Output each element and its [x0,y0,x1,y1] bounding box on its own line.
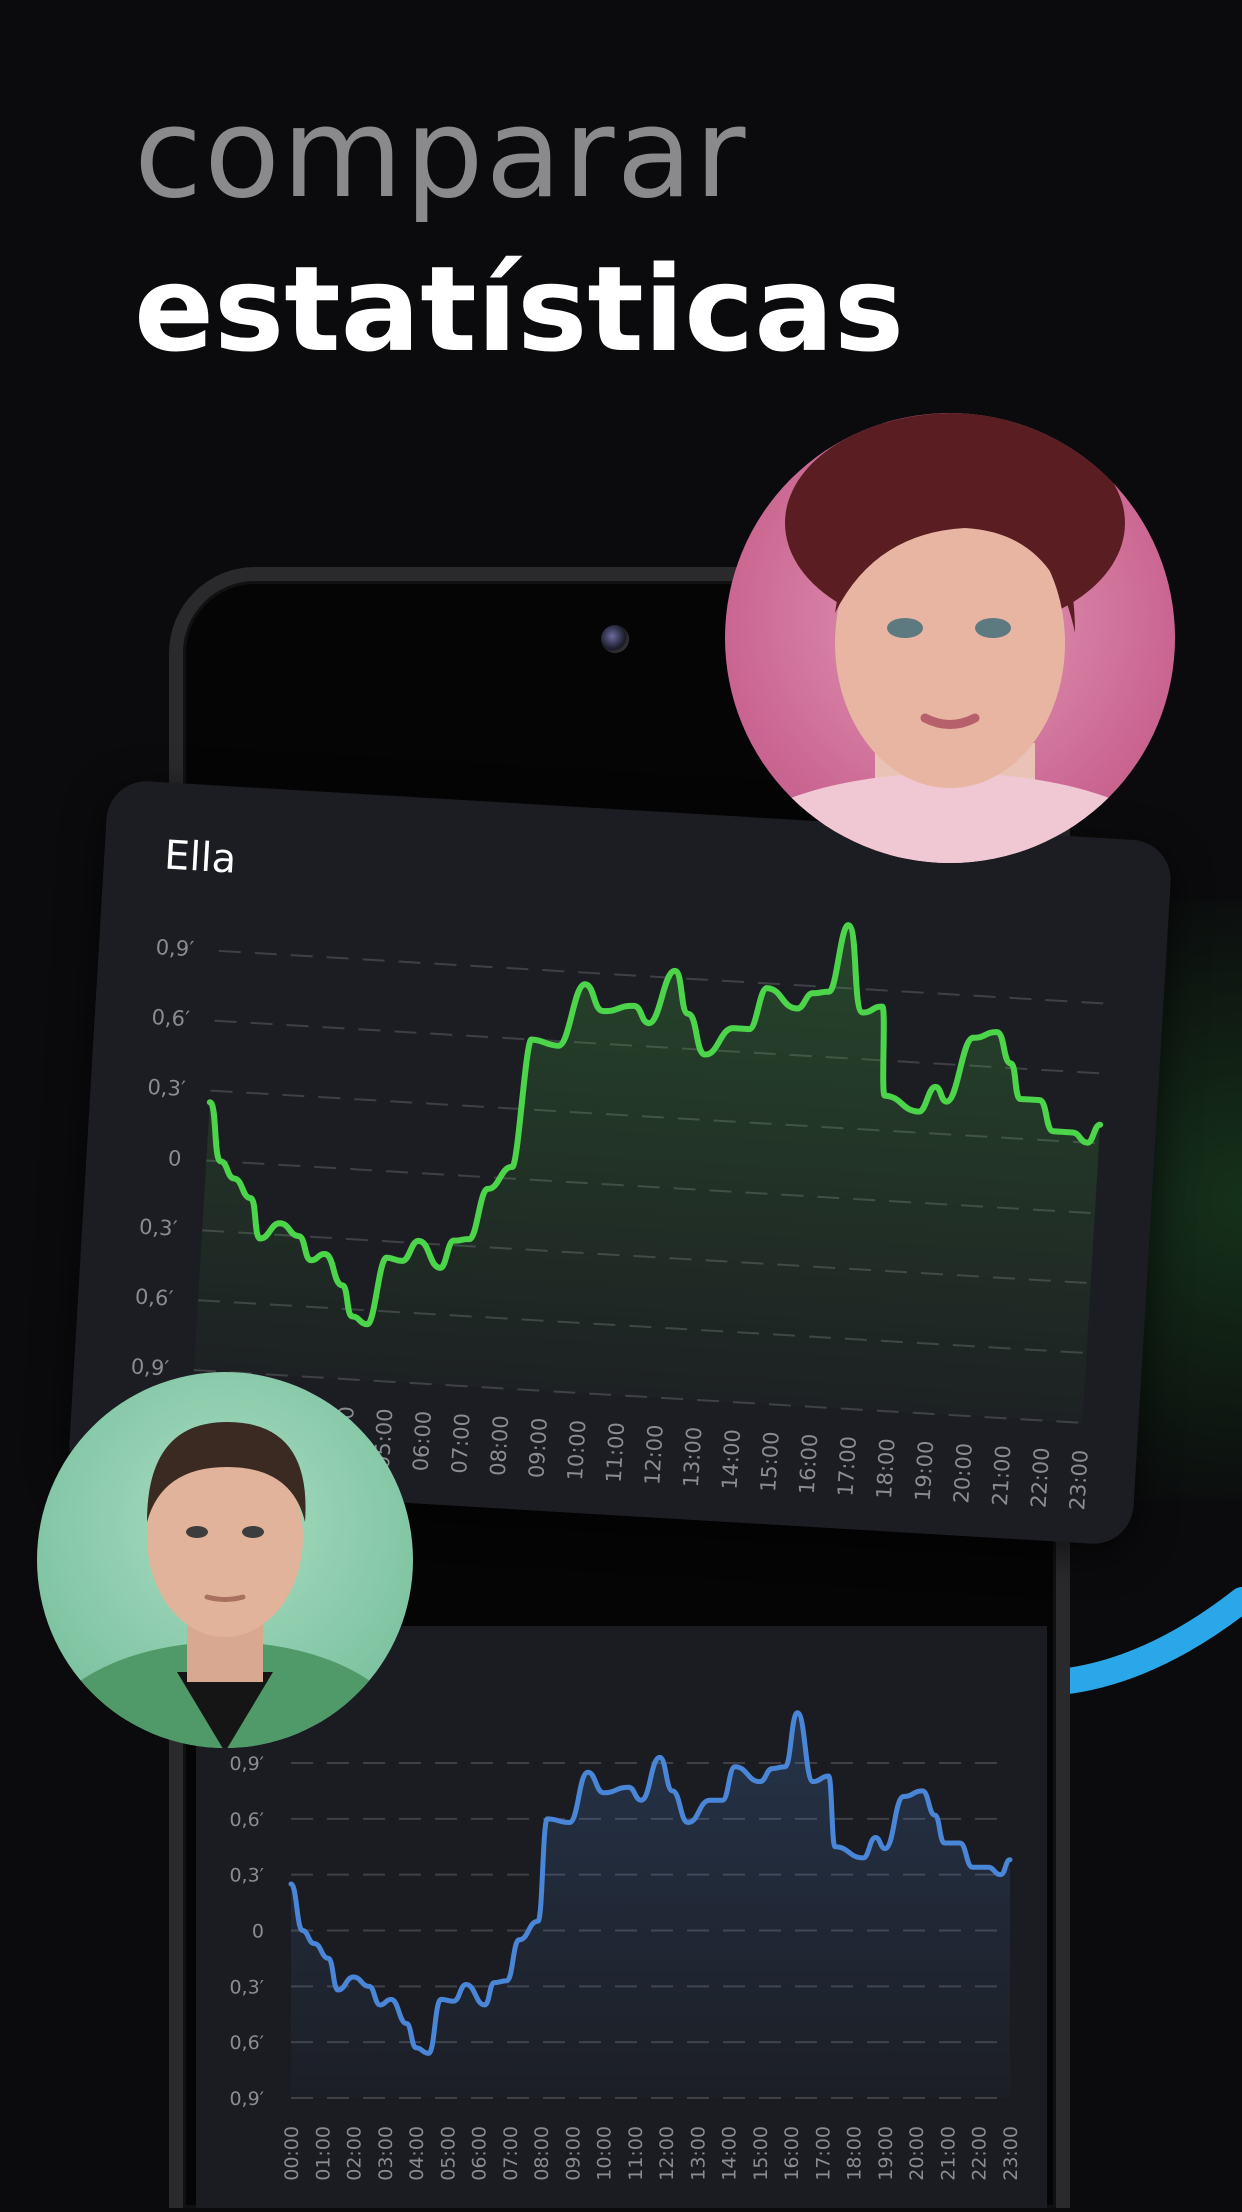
x-tick-label: 20:00 [949,1442,977,1504]
x-tick-label: 16:00 [781,2126,803,2181]
series-area [194,888,1111,1423]
x-tick-label: 14:00 [719,2126,741,2181]
x-tick-label: 11:00 [625,2126,647,2181]
x-tick-label: 12:00 [656,2126,678,2181]
x-tick-label: 11:00 [602,1422,630,1484]
x-tick-label: 13:00 [679,1426,707,1488]
x-tick-label: 23:00 [1000,2126,1022,2181]
camera-icon [601,625,629,653]
y-tick-label: 0,3′ [138,1215,178,1241]
y-tick-label: 0,3′ [147,1075,187,1101]
x-tick-label: 07:00 [500,2126,522,2181]
y-tick-label: 0,9′ [229,1753,264,1775]
x-tick-label: 09:00 [524,1417,552,1479]
x-tick-label: 14:00 [718,1428,746,1490]
x-tick-label: 09:00 [562,2126,584,2181]
x-tick-label: 06:00 [409,1410,437,1472]
x-tick-label: 17:00 [833,1435,861,1497]
y-tick-label: 0,9′ [229,2088,264,2110]
y-tick-label: 0 [252,1921,264,1943]
x-tick-label: 08:00 [531,2126,553,2181]
x-tick-label: 02:00 [344,2126,366,2181]
x-tick-label: 18:00 [844,2126,866,2181]
x-tick-label: 21:00 [937,2126,959,2181]
x-tick-label: 15:00 [750,2126,772,2181]
x-tick-label: 05:00 [437,2126,459,2181]
y-tick-label: 0,9′ [155,935,195,961]
x-tick-label: 01:00 [312,2126,334,2181]
man-avatar [37,1372,413,1748]
x-tick-label: 15:00 [756,1431,784,1493]
x-tick-label: 22:00 [969,2126,991,2181]
y-tick-label: 0 [167,1146,182,1171]
x-tick-label: 18:00 [872,1438,900,1500]
x-tick-label: 06:00 [469,2126,491,2181]
x-tick-label: 19:00 [875,2126,897,2181]
x-tick-label: 07:00 [447,1412,475,1474]
man-portrait [37,1372,413,1748]
x-tick-label: 16:00 [795,1433,823,1495]
x-tick-label: 10:00 [594,2126,616,2181]
x-tick-label: 20:00 [906,2126,928,2181]
y-tick-label: 0,3′ [229,1976,264,1998]
y-tick-label: 0,6′ [134,1284,174,1310]
y-tick-label: 0,3′ [229,1865,264,1887]
y-tick-label: 0,6′ [229,2032,264,2054]
x-tick-label: 00:00 [281,2126,303,2181]
x-tick-label: 04:00 [406,2126,428,2181]
x-tick-label: 19:00 [911,1440,939,1502]
x-tick-label: 08:00 [486,1415,514,1477]
x-tick-label: 17:00 [812,2126,834,2181]
x-tick-label: 23:00 [1065,1449,1093,1511]
woman-avatar [725,413,1175,863]
woman-portrait [725,413,1175,863]
headline-line2: estatísticas [134,250,904,368]
x-tick-label: 10:00 [563,1419,591,1481]
y-tick-label: 0,6′ [229,1809,264,1831]
headline-line1: comparar [134,92,747,216]
y-tick-label: 0,6′ [151,1005,191,1031]
x-tick-label: 13:00 [687,2126,709,2181]
card-title: Ella [163,832,238,882]
accent-arc [1040,1560,1242,1700]
x-tick-label: 21:00 [988,1445,1016,1507]
x-tick-label: 03:00 [375,2126,397,2181]
x-tick-label: 22:00 [1027,1447,1055,1509]
y-tick-label: 0,9′ [130,1354,170,1380]
x-tick-label: 12:00 [640,1424,668,1486]
